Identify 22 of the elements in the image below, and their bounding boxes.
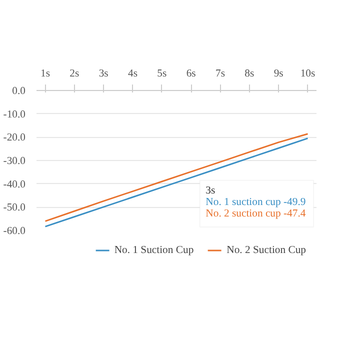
annotation: No. 2 suction cup -47.4 [206,208,306,220]
y-tick-label: -50.0 [3,202,26,214]
x-tick-label: 10s [300,68,316,80]
y-tick-label: -60.0 [3,226,26,237]
annotation: No. 1 suction cup -49.9 [206,197,306,208]
x-tick-label: 2s [70,68,80,80]
legend-label: No. 2 Suction Cup [226,244,306,256]
x-tick-label: 3s [98,68,108,80]
legend-label: No. 1 Suction Cup [114,244,194,256]
y-tick-label: -10.0 [3,109,26,120]
y-tick-label: 0.0 [12,86,26,97]
x-tick-label: 6s [186,68,196,80]
x-tick-label: 7s [216,68,225,80]
x-tick-label: 4s [128,68,138,80]
x-tick-label: 8s [244,68,254,80]
y-tick-label: -40.0 [3,179,26,190]
x-tick-label: 1s [40,68,50,80]
y-tick-label: -20.0 [3,132,26,144]
y-tick-label: -30.0 [3,156,26,167]
x-tick-label: 9s [274,68,284,80]
x-tick-label: 5s [157,68,167,80]
annotation: 3s [206,185,216,196]
